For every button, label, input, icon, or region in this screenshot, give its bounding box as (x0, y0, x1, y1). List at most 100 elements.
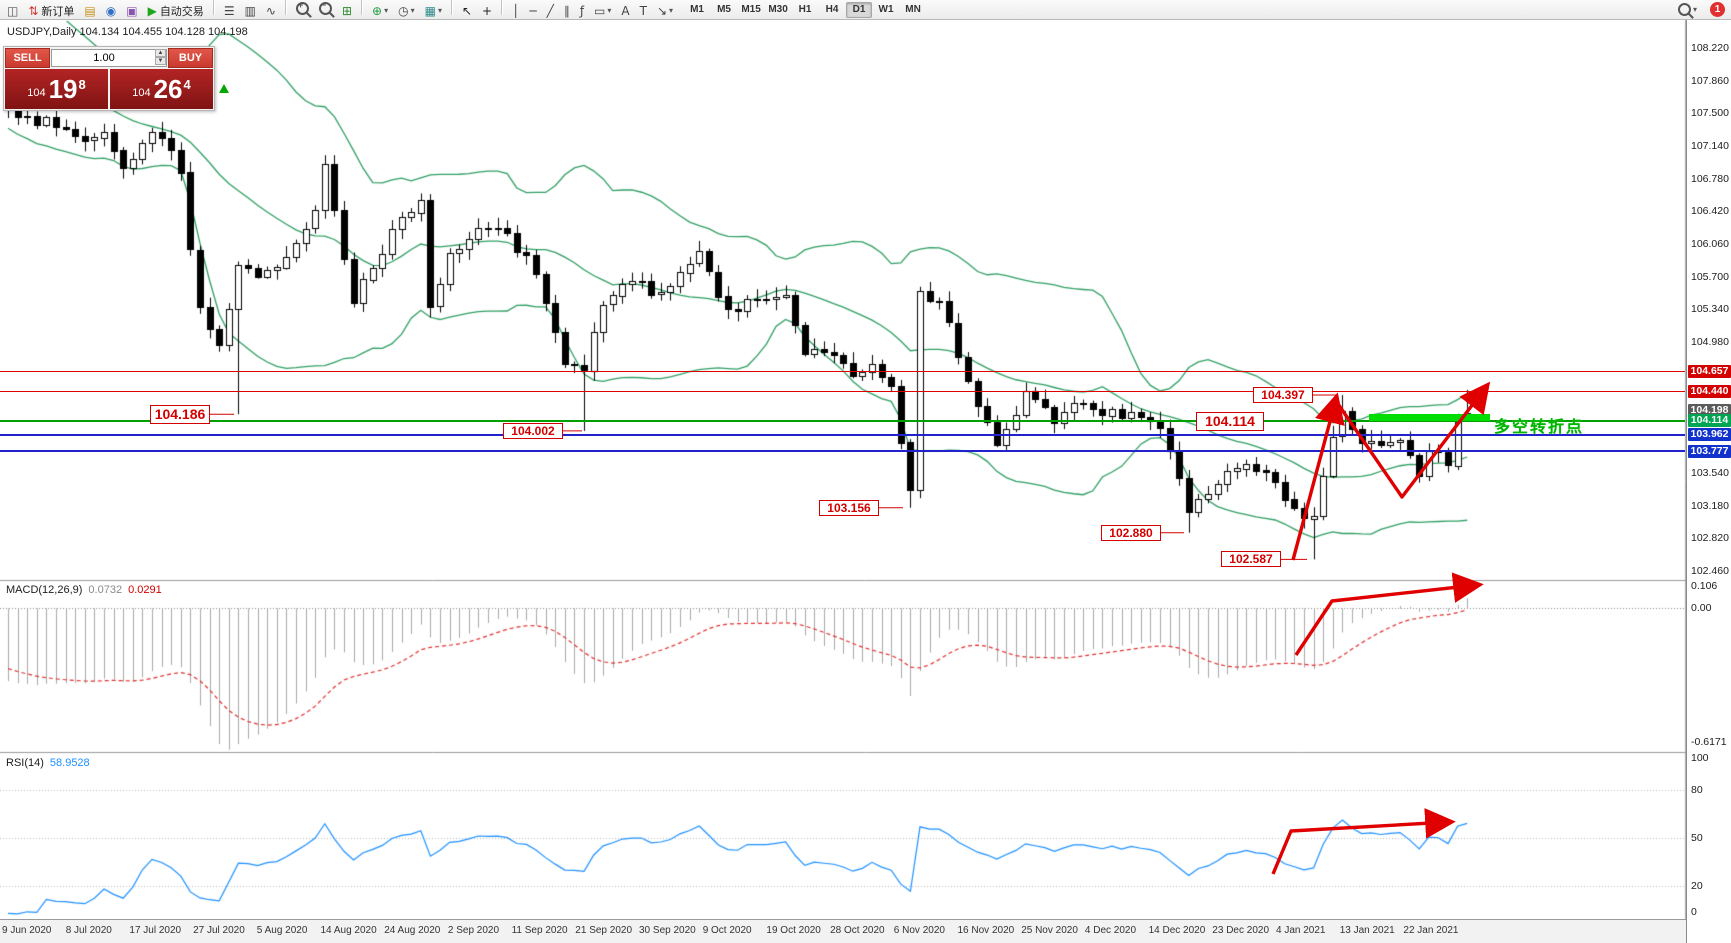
market-watch-icon[interactable]: ◉ (102, 2, 120, 20)
date-label: 23 Dec 2020 (1212, 925, 1270, 936)
price-tag-104.114: 104.114 (1688, 414, 1731, 428)
bar-chart-icon[interactable]: ☰ (220, 2, 239, 20)
price-label-104.186[interactable]: 104.186 (150, 405, 210, 425)
fibonacci-icon[interactable]: ƒ (576, 2, 588, 20)
buy-button[interactable]: BUY (168, 48, 213, 68)
price-tick-label: 102.460 (1691, 564, 1729, 577)
toolbar-separator (501, 0, 504, 15)
channel-icon[interactable]: ∥ (560, 2, 574, 20)
horizontal-line-104.114[interactable] (0, 419, 1685, 422)
volume-down-button[interactable]: ▼ (155, 57, 166, 65)
candlestick-chart-icon[interactable]: ▥ (241, 2, 260, 20)
horizontal-line-103.777[interactable] (0, 450, 1685, 453)
volume-stepper: ▲ ▼ (51, 48, 167, 68)
price-tick-label: 104.980 (1691, 336, 1729, 349)
date-label: 4 Jan 2021 (1276, 925, 1326, 936)
timeframe-m5-button[interactable]: M5 (711, 2, 737, 18)
fibonacci-icon: ƒ (579, 3, 585, 18)
new-order-button[interactable]: ⇅ 新订单 (24, 2, 78, 20)
horizontal-line-104.657[interactable] (0, 370, 1685, 372)
symbol-ohlc-info: USDJPY,Daily 104.134 104.455 104.128 104… (7, 26, 248, 38)
timeframe-m15-button[interactable]: M15 (738, 2, 764, 18)
price-label-104.114[interactable]: 104.114 (1196, 411, 1264, 431)
volume-input[interactable] (51, 49, 167, 67)
dropdown-caret-icon: ▾ (410, 6, 415, 16)
buy-price-pip: 4 (183, 76, 191, 92)
date-label: 6 Nov 2020 (893, 925, 945, 936)
buy-price-handle: 104 (132, 87, 151, 99)
timeframe-w1-button[interactable]: W1 (873, 2, 899, 18)
zoom-in-icon[interactable]: + (292, 0, 313, 17)
date-label: 28 Oct 2020 (830, 925, 885, 936)
search-icon (1677, 3, 1691, 16)
dropdown-caret-icon: ▾ (437, 6, 442, 16)
data-window-icon: ▣ (126, 3, 138, 18)
zoom-out-icon[interactable]: − (315, 0, 336, 17)
arrows-icon[interactable]: ↘ ▾ (653, 2, 677, 20)
autotrade-button-label: 自动交易 (159, 5, 204, 18)
time-scale[interactable]: 9 Jun 2020 8 Jul 2020 17 Jul 2020 27 Jul 20… (0, 919, 1686, 943)
trendline-icon[interactable]: ╱ (543, 2, 558, 20)
text-icon[interactable]: A (617, 2, 633, 20)
toolbar: ◫ ⇅ 新订单 ▤ ◉ ▣ ▶ 自动交易 ☰ ▥ ∿ + − ⊞ ⊕ ▾ ◷ ▾ ▦ ▾ ↖ + │ ─ ╱ ∥ ƒ ▭ ▾ A T ↘ ▾ M… (0, 0, 1731, 20)
timeframe-m1-button[interactable]: M1 (684, 2, 710, 18)
autotrade-button: ▶ (147, 3, 157, 18)
history-center-icon[interactable]: ▤ (80, 2, 99, 20)
crosshair-icon[interactable]: + (478, 2, 496, 20)
price-tick-label: 103.540 (1691, 466, 1729, 479)
one-click-trading-panel: SELL ▲ ▼ BUY 104 19 8 104 26 4 (3, 46, 215, 111)
price-label-102.880[interactable]: 102.880 (1101, 524, 1161, 541)
new-chart-icon[interactable]: ◫ (3, 2, 22, 20)
line-chart-icon[interactable]: ∿ (262, 2, 280, 20)
horizontal-line-104.44[interactable] (0, 390, 1685, 392)
cursor-icon[interactable]: ↖ (458, 2, 476, 20)
price-tag-104.440: 104.440 (1688, 384, 1731, 398)
autotrade-button[interactable]: ▶ 自动交易 (144, 2, 208, 20)
tile-windows-icon[interactable]: ⊞ (338, 2, 356, 20)
sell-price-handle: 104 (27, 87, 46, 99)
volume-up-button[interactable]: ▲ (155, 49, 166, 57)
buy-price-panel[interactable]: 104 26 4 (110, 69, 213, 109)
horizontal-line-103.962[interactable] (0, 433, 1685, 436)
price-tick-label: 106.060 (1691, 238, 1729, 251)
new-chart-icon: ◫ (7, 3, 19, 18)
price-tick-label: 103.180 (1691, 499, 1729, 512)
turning-point-highlight-bar[interactable] (1369, 413, 1490, 421)
label-icon[interactable]: T (636, 2, 651, 20)
timeframe-h1-button[interactable]: H1 (792, 2, 818, 18)
macd-signal-value: 0.0291 (128, 584, 162, 596)
date-label: 4 Dec 2020 (1084, 925, 1137, 936)
price-label-103.156[interactable]: 103.156 (819, 499, 879, 516)
timeframe-m30-button[interactable]: M30 (765, 2, 791, 18)
indicators-icon: ⊕ (372, 3, 383, 18)
turning-point-note[interactable]: 多空转折点 (1494, 419, 1585, 436)
data-window-icon[interactable]: ▣ (122, 2, 141, 20)
channel-icon: ∥ (563, 3, 570, 18)
notification-badge[interactable]: 1 (1710, 2, 1725, 17)
price-label-104.002[interactable]: 104.002 (503, 422, 563, 439)
price-label-102.587[interactable]: 102.587 (1221, 551, 1281, 568)
price-label-104.397[interactable]: 104.397 (1253, 387, 1313, 404)
vertical-line-icon[interactable]: │ (508, 2, 523, 20)
arrows-icon: ↘ (656, 3, 668, 18)
toolbar-separator (450, 0, 453, 15)
rsi-tick-label: 20 (1691, 880, 1703, 893)
indicators-icon[interactable]: ⊕ ▾ (368, 2, 392, 20)
price-tick-label: 107.860 (1691, 74, 1729, 87)
shapes-icon: ▭ (594, 3, 606, 18)
price-scale[interactable]: 108.220 107.860 107.500 107.140 106.780 106.4… (1686, 20, 1731, 943)
dropdown-caret-icon: ▾ (1692, 5, 1697, 14)
horizontal-line-icon[interactable]: ─ (525, 2, 540, 20)
timeframe-d1-button[interactable]: D1 (846, 1, 873, 18)
sell-button[interactable]: SELL (5, 48, 50, 68)
rsi-tick-label: 100 (1691, 752, 1709, 765)
sell-price-panel[interactable]: 104 19 8 (5, 69, 108, 109)
dropdown-caret-icon: ▾ (607, 6, 612, 16)
periods-icon[interactable]: ◷ ▾ (394, 2, 419, 20)
timeframe-mn-button[interactable]: MN (900, 2, 926, 18)
shapes-icon[interactable]: ▭ ▾ (590, 2, 615, 20)
search-button[interactable]: ▾ (1674, 1, 1701, 19)
timeframe-h4-button[interactable]: H4 (819, 2, 845, 18)
templates-icon[interactable]: ▦ ▾ (421, 2, 446, 20)
